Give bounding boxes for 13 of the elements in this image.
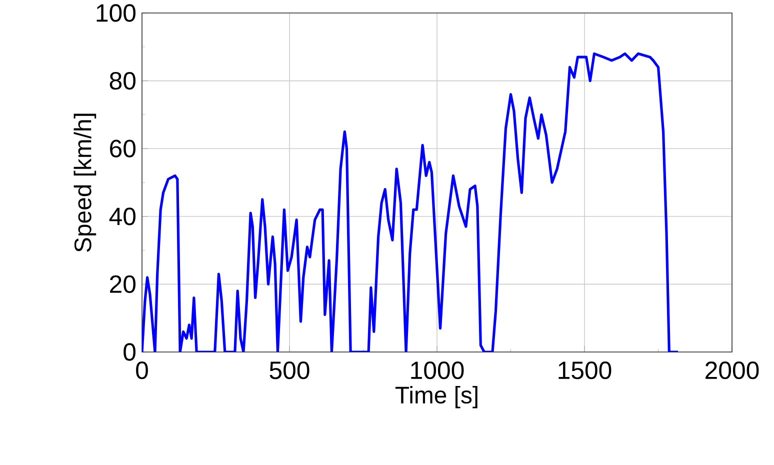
- y-tick-label: 100: [96, 4, 136, 22]
- x-tick-label: 1500: [558, 362, 612, 380]
- x-tick-label: 500: [270, 362, 310, 380]
- x-axis-title: Time [s]: [395, 386, 478, 408]
- x-tick-label: 0: [136, 362, 148, 380]
- x-tick-label: 2000: [706, 362, 759, 380]
- x-tick-label: 1000: [411, 362, 464, 380]
- y-tick-label: 20: [110, 275, 136, 294]
- y-tick-label: 0: [124, 343, 136, 361]
- y-axis-title: Speed [km/h]: [74, 114, 96, 252]
- y-tick-label: 40: [109, 208, 136, 226]
- y-tick-label: 80: [110, 72, 136, 90]
- y-tick-label: 60: [110, 140, 136, 158]
